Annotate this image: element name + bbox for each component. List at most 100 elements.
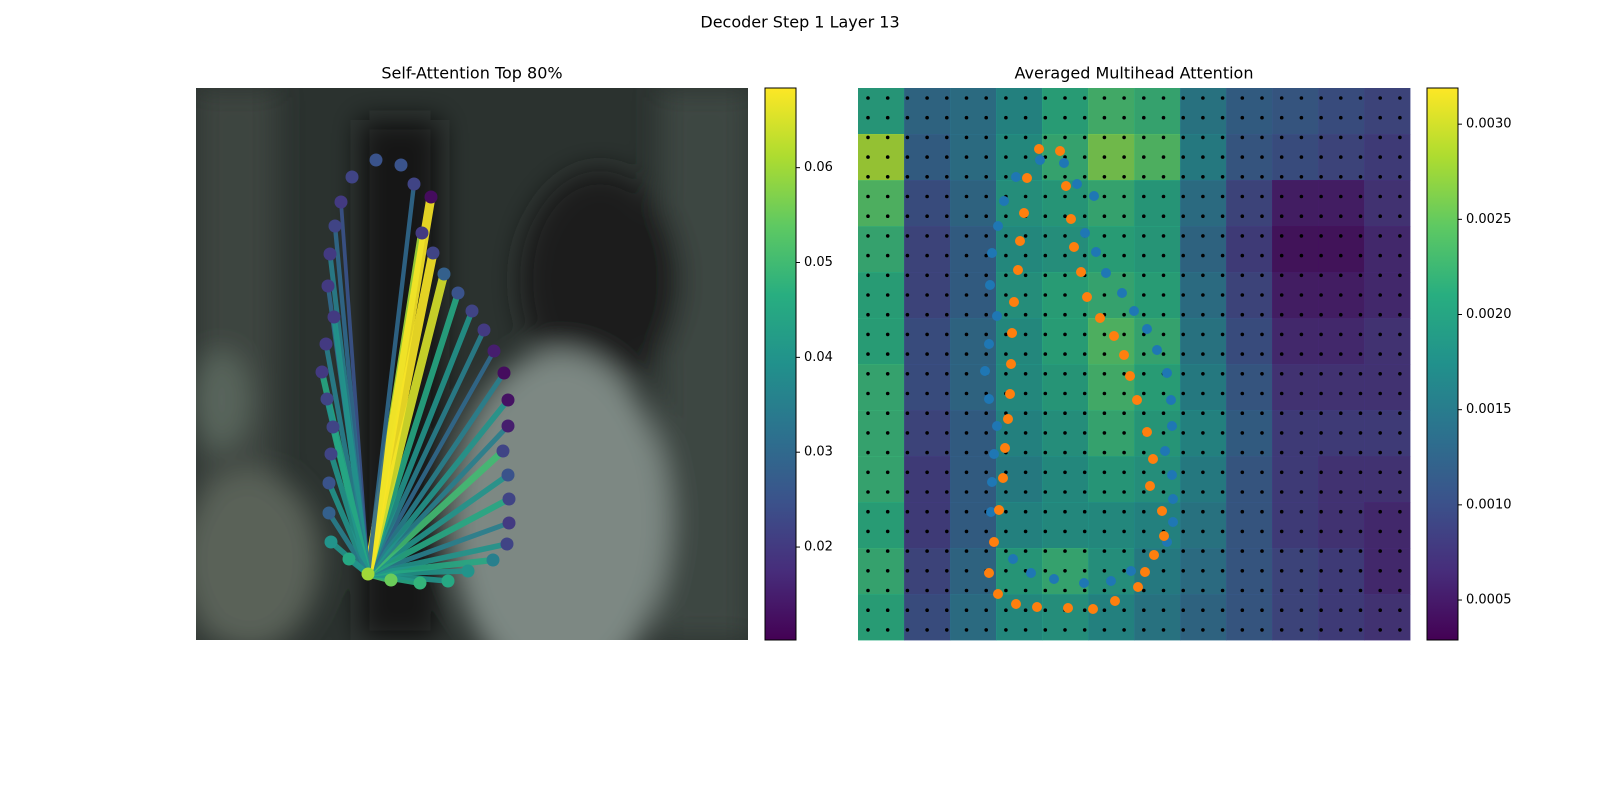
grid-dot [964, 569, 969, 573]
grid-dot [1201, 372, 1205, 376]
grid-dot [1279, 372, 1284, 376]
attention-edge [326, 480, 371, 577]
grid-dot [984, 175, 988, 179]
grid-dot [1339, 312, 1343, 317]
grid-dot [1398, 391, 1402, 396]
keypoint [415, 226, 429, 240]
grid-dot [964, 175, 969, 179]
grid-dot [1102, 431, 1107, 435]
grid-dot [1339, 411, 1343, 416]
grid-dot [1299, 549, 1304, 553]
keypoint [1152, 345, 1162, 355]
grid-dot [1398, 509, 1402, 514]
heatmap-cell [1134, 318, 1181, 365]
grid-dot [925, 372, 929, 376]
keypoint [998, 473, 1008, 483]
attention-edge [365, 541, 510, 577]
grid-dot [905, 253, 910, 258]
grid-dot [1299, 352, 1304, 356]
grid-dot [1082, 96, 1087, 100]
grid-dot [1319, 214, 1323, 218]
grid-dot [905, 352, 910, 356]
grid-dot [984, 312, 988, 317]
grid-dot [866, 569, 870, 573]
grid-dot [1378, 194, 1382, 199]
grid-dot [1043, 293, 1048, 297]
grid-dot [1082, 253, 1087, 258]
heatmap-cell [1042, 318, 1089, 365]
heatmap-cell [1226, 456, 1273, 503]
keypoint [320, 392, 334, 406]
grid-dot [905, 391, 910, 396]
keypoint [1126, 566, 1136, 576]
grid-dot [1122, 214, 1126, 218]
grid-dot [1358, 628, 1363, 632]
heatmap-cell [1042, 594, 1089, 641]
grid-dot [925, 253, 929, 258]
grid-dot [1102, 234, 1107, 238]
grid-dot [1023, 273, 1028, 278]
grid-dot [1339, 234, 1343, 238]
grid-dot [1358, 411, 1363, 416]
grid-dot [1063, 450, 1067, 455]
grid-dot [866, 332, 870, 337]
keypoint [984, 568, 994, 578]
keypoint [984, 339, 994, 349]
grid-dot [1339, 628, 1343, 632]
grid-dot [1063, 96, 1067, 100]
grid-dot [1398, 549, 1402, 553]
grid-dot [1102, 411, 1107, 416]
grid-dot [1023, 194, 1028, 199]
grid-dot [1082, 135, 1087, 140]
grid-dot [1240, 194, 1245, 199]
grid-dot [1023, 352, 1028, 356]
keypoint [986, 507, 996, 517]
grid-dot [1082, 628, 1087, 632]
grid-dot [1102, 175, 1107, 179]
grid-dot [1102, 569, 1107, 573]
grid-dot [905, 293, 910, 297]
keypoint [451, 286, 465, 300]
grid-dot [1142, 509, 1146, 514]
grid-dot [984, 352, 988, 356]
grid-dot [1201, 411, 1205, 416]
grid-dot [1398, 155, 1402, 159]
grid-dot [925, 509, 929, 514]
heatmap-cell [996, 226, 1043, 273]
grid-dot [1082, 411, 1087, 416]
grid-dot [1240, 608, 1245, 612]
grid-dot [885, 549, 890, 553]
subplot-title: Self-Attention Top 80% [381, 64, 562, 83]
grid-dot [1142, 155, 1146, 159]
grid-dot [1122, 490, 1126, 494]
keypoint [328, 219, 342, 233]
grid-dot [1023, 529, 1028, 534]
heatmap-cell [1318, 364, 1365, 411]
heatmap-cell [1364, 456, 1411, 503]
grid-dot [1201, 391, 1205, 396]
keypoint [1076, 267, 1086, 277]
heatmap-cell [1088, 134, 1135, 181]
grid-dot [945, 490, 949, 494]
grid-dot [1279, 155, 1284, 159]
grid-dot [1082, 529, 1087, 534]
grid-dot [984, 273, 988, 278]
grid-dot [1122, 628, 1126, 632]
grid-dot [964, 312, 969, 317]
grid-dot [866, 293, 870, 297]
heatmap-cell [1180, 502, 1227, 549]
grid-dot [1299, 372, 1304, 376]
grid-dot [1102, 293, 1107, 297]
grid-dot [1043, 628, 1048, 632]
heatmap-cell [1226, 318, 1273, 365]
grid-dot [1161, 214, 1166, 218]
grid-dot [1181, 391, 1185, 396]
grid-dot [964, 431, 969, 435]
background-photo [196, 88, 748, 640]
grid-dot [984, 588, 988, 593]
grid-dot [1240, 411, 1245, 416]
grid-dot [1102, 490, 1107, 494]
grid-dot [1220, 214, 1225, 218]
grid-dot [1004, 175, 1008, 179]
grid-dot [1220, 253, 1225, 258]
